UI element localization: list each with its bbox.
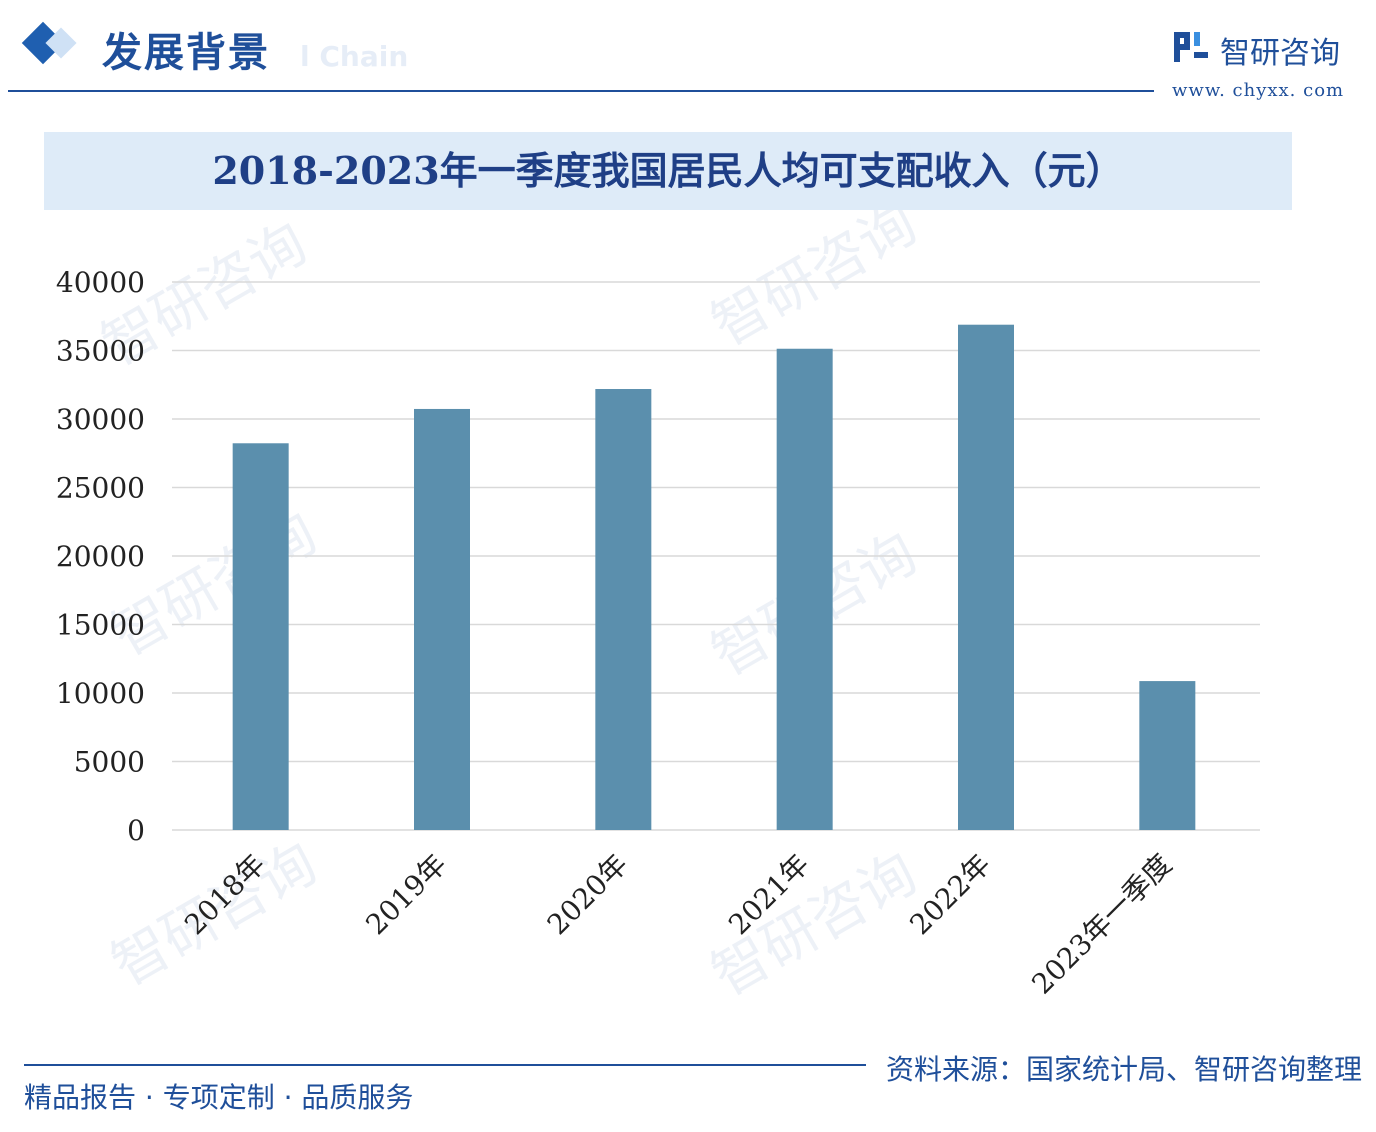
- bar: [1139, 681, 1196, 830]
- x-tick-label: 2020年: [541, 848, 635, 942]
- y-tick-label: 10000: [56, 677, 145, 710]
- y-tick-label: 25000: [56, 472, 145, 505]
- bar: [958, 324, 1014, 830]
- bar-chart: 0 5000 10000 15000 20000 25000 30000 35000 40000…: [56, 266, 1260, 1001]
- bar: [414, 408, 470, 830]
- y-tick-label: 20000: [56, 540, 145, 573]
- y-tick-label: 15000: [56, 609, 145, 642]
- chart-title-band: [44, 132, 1292, 210]
- y-tick-label: 35000: [56, 335, 145, 368]
- y-tick-label: 30000: [56, 403, 145, 436]
- brand-logo-icon: [1174, 32, 1208, 62]
- footer-tagline: 精品报告 · 专项定制 · 品质服务: [24, 1081, 414, 1114]
- brand-name: 智研咨询: [1220, 36, 1340, 71]
- header-divider: [8, 90, 1154, 92]
- bar: [232, 443, 289, 830]
- y-tick-label: 5000: [74, 746, 145, 779]
- y-tick-label: 0: [127, 814, 145, 847]
- y-tick-label: 40000: [56, 266, 145, 299]
- bar: [776, 348, 833, 830]
- chart-title: 2018-2023年一季度我国居民人均可支配收入（元）: [212, 148, 1124, 193]
- x-tick-label: 2018年: [178, 848, 272, 942]
- section-title: 发展背景: [102, 29, 270, 76]
- section-subtitle: l Chain: [300, 40, 409, 73]
- y-axis-ticks: 0 5000 10000 15000 20000 25000 30000 35000 40000: [56, 266, 145, 847]
- bars: [232, 324, 1196, 830]
- header: l Chain 发展背景 智研咨询 www. chyxx. com: [0, 0, 1376, 101]
- footer-divider: [24, 1064, 866, 1066]
- x-tick-label: 2019年: [359, 848, 453, 942]
- data-source: 资料来源：国家统计局、智研咨询整理: [886, 1053, 1363, 1086]
- bar: [595, 389, 652, 830]
- x-axis-labels: 2018年 2019年 2020年 2021年 2022年 2023年一季度: [178, 848, 1178, 1001]
- x-tick-label: 2023年一季度: [1025, 848, 1178, 1001]
- x-tick-label: 2022年: [903, 848, 997, 942]
- x-tick-label: 2021年: [722, 848, 816, 942]
- brand-url[interactable]: www. chyxx. com: [1172, 80, 1345, 101]
- grid-lines: [172, 281, 1260, 831]
